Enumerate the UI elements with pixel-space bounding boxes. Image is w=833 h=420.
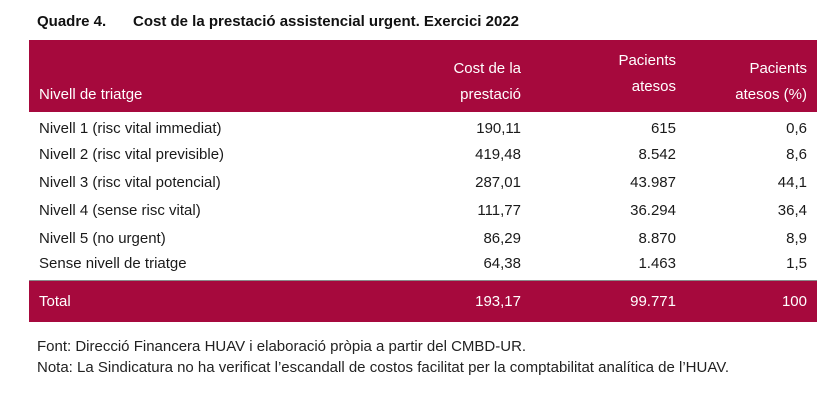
cell-patients: 43.987 [630, 173, 676, 191]
total-cost: 193,17 [329, 279, 531, 322]
table-row: Nivell 4 (sense risc vital) 111,77 36.29… [29, 196, 817, 224]
methodology-note: Nota: La Sindicatura no ha verificat l’e… [37, 359, 730, 376]
total-patients: 99.771 [531, 279, 686, 322]
header-patients: Pacients atesos [531, 40, 686, 112]
cell-percent: 0,6 [786, 119, 807, 137]
cell-patients: 1.463 [638, 254, 676, 272]
cell-percent: 1,5 [786, 254, 807, 272]
cell-patients: 8.870 [638, 229, 676, 247]
cell-level: Nivell 5 (no urgent) [39, 229, 166, 247]
table-title: Cost de la prestació assistencial urgent… [133, 13, 520, 30]
cell-patients: 8.542 [638, 145, 676, 163]
cell-level: Nivell 3 (risc vital potencial) [39, 173, 221, 191]
table-header: Nivell de triatge Cost de la prestació Pa… [29, 40, 817, 112]
header-percent-line2: atesos (%) [735, 86, 807, 103]
source-note: Font: Direcció Financera HUAV i elaborac… [37, 338, 527, 355]
cell-level: Nivell 4 (sense risc vital) [39, 201, 201, 219]
table-row: Nivell 1 (risc vital immediat) 190,11 61… [29, 112, 817, 140]
cell-level: Sense nivell de triatge [39, 254, 187, 272]
total-label: Total [29, 279, 329, 322]
header-row: Nivell de triatge Cost de la prestació Pa… [29, 40, 817, 112]
header-patients-line2: atesos [631, 78, 676, 95]
cell-cost: 64,38 [483, 254, 521, 272]
cell-patients: 36.294 [630, 201, 676, 219]
total-percent: 100 [686, 279, 817, 322]
cell-percent: 44,1 [777, 173, 807, 191]
cell-cost: 287,01 [475, 173, 521, 191]
header-triage-level: Nivell de triatge [29, 40, 329, 112]
cell-cost: 86,29 [483, 229, 521, 247]
header-percent: Pacients atesos (%) [686, 40, 817, 112]
header-cost: Cost de la prestació [329, 40, 531, 112]
cell-cost: 111,77 [477, 201, 521, 219]
cell-percent: 8,6 [786, 145, 807, 163]
header-cost-line2: prestació [460, 86, 521, 103]
cell-patients: 615 [650, 119, 676, 137]
table-row: Nivell 3 (risc vital potencial) 287,01 4… [29, 168, 817, 196]
table-notes: Font: Direcció Financera HUAV i elaborac… [37, 336, 812, 378]
triage-cost-table: Nivell de triatge Cost de la prestació Pa… [29, 40, 817, 322]
cell-level: Nivell 1 (risc vital immediat) [39, 119, 222, 137]
table-row: Sense nivell de triatge 64,38 1.463 1,5 [29, 252, 817, 280]
table-row: Nivell 2 (risc vital previsible) 419,48 … [29, 140, 817, 168]
header-percent-line1: Pacients [749, 60, 807, 77]
table-number: Quadre 4. [37, 13, 107, 30]
cell-level: Nivell 2 (risc vital previsible) [39, 145, 225, 163]
header-patients-line1: Pacients [618, 52, 676, 69]
table-caption: Quadre 4. Cost de la prestació assistenci… [37, 13, 519, 30]
total-row: Total 193,17 99.771 100 [29, 279, 817, 322]
cell-cost: 190,11 [476, 119, 521, 137]
table-row: Nivell 5 (no urgent) 86,29 8.870 8,9 [29, 224, 817, 252]
header-cost-line1: Cost de la [453, 60, 521, 77]
cell-cost: 419,48 [475, 145, 521, 163]
table-body: Nivell 1 (risc vital immediat) 190,11 61… [29, 112, 817, 280]
cell-percent: 36,4 [777, 201, 807, 219]
cell-percent: 8,9 [786, 229, 807, 247]
table-footer: Total 193,17 99.771 100 [29, 279, 817, 322]
